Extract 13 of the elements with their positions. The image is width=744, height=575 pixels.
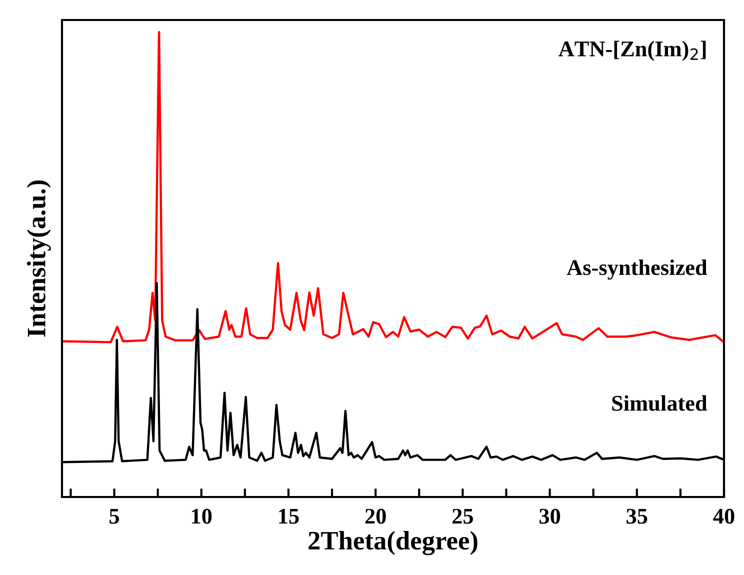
text: As-synthesized (566, 259, 708, 280)
x-tick-label: 30 (540, 508, 560, 524)
x-tick-label: 5 (110, 508, 120, 524)
text: Simulated (612, 395, 708, 411)
x-tick-label: 10 (192, 508, 212, 524)
x-tick-label: 25 (452, 508, 473, 524)
x-tick-label: 40 (713, 508, 734, 524)
x-tick-label: 35 (626, 508, 648, 524)
x-tick-label: 20 (365, 508, 386, 524)
y-axis-title: Intensity(a.u.) (26, 180, 51, 337)
x-axis-title: 2Theta(degree) (308, 531, 478, 556)
x-tick-label: 15 (279, 508, 299, 524)
annotation: ATN-[Zn(Im)$_{2}$] (558, 40, 706, 61)
